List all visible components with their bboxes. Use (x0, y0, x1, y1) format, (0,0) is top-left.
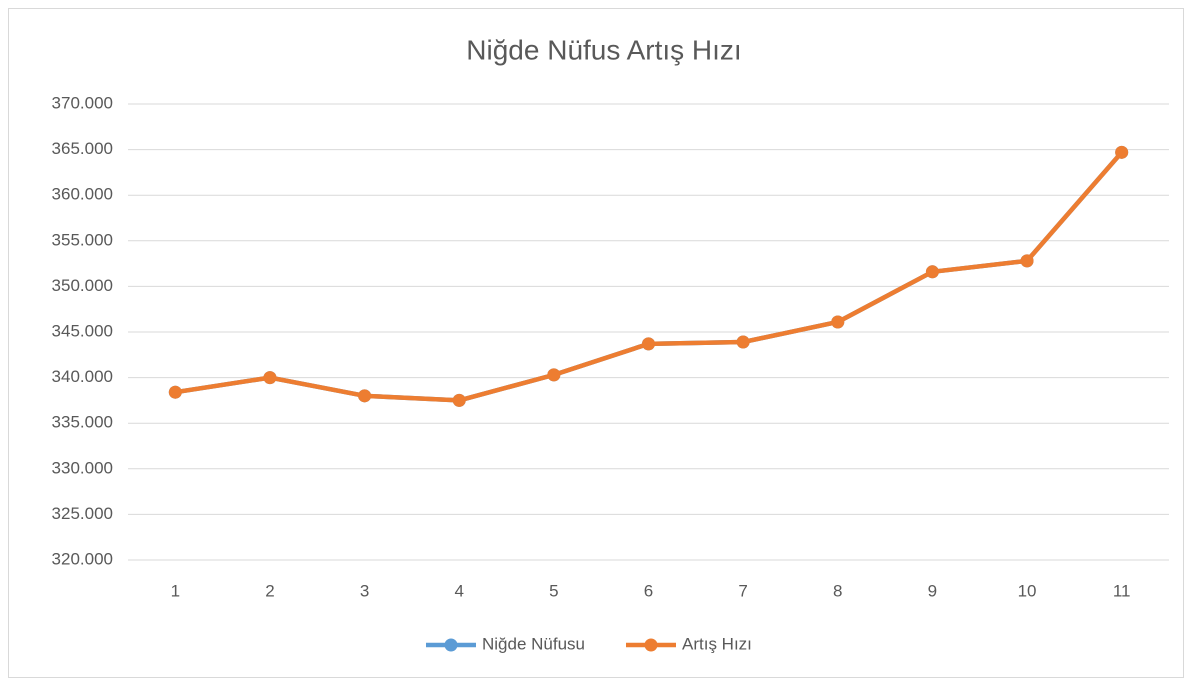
data-point (358, 389, 372, 403)
data-point (263, 371, 277, 385)
data-point (642, 337, 655, 351)
x-tick-label: 6 (644, 581, 653, 600)
y-tick-label: 360.000 (52, 185, 113, 204)
y-tick-label: 320.000 (52, 549, 113, 568)
x-tick-label: 7 (738, 581, 747, 600)
x-tick-label: 2 (265, 581, 274, 600)
chart-border (8, 8, 1184, 678)
legend-label: Artış Hızı (682, 634, 752, 653)
legend-marker (644, 638, 658, 652)
data-point (1115, 145, 1129, 159)
chart-title: Niğde Nüfus Artış Hızı (466, 34, 741, 65)
y-tick-label: 365.000 (52, 139, 113, 158)
y-tick-label: 355.000 (52, 230, 113, 249)
x-tick-label: 9 (928, 581, 937, 600)
y-tick-label: 370.000 (52, 93, 113, 112)
x-tick-label: 1 (171, 581, 180, 600)
data-point (831, 315, 845, 329)
legend-marker (444, 638, 458, 652)
x-tick-label: 3 (360, 581, 369, 600)
y-tick-label: 335.000 (52, 413, 113, 432)
x-tick-label: 11 (1113, 581, 1131, 600)
y-tick-label: 350.000 (52, 276, 113, 295)
x-tick-label: 5 (549, 581, 558, 600)
data-point (1020, 254, 1034, 268)
data-point (452, 393, 466, 407)
y-tick-label: 325.000 (52, 504, 113, 523)
data-point (168, 385, 182, 399)
data-point (925, 265, 939, 279)
x-tick-label: 4 (454, 581, 463, 600)
y-tick-label: 345.000 (52, 321, 113, 340)
legend-label: Niğde Nüfusu (482, 634, 585, 653)
y-tick-label: 340.000 (52, 367, 113, 386)
data-point (736, 335, 750, 349)
x-tick-label: 8 (833, 581, 842, 600)
data-point (547, 368, 561, 382)
x-tick-label: 10 (1018, 581, 1037, 600)
y-tick-label: 330.000 (52, 458, 113, 477)
